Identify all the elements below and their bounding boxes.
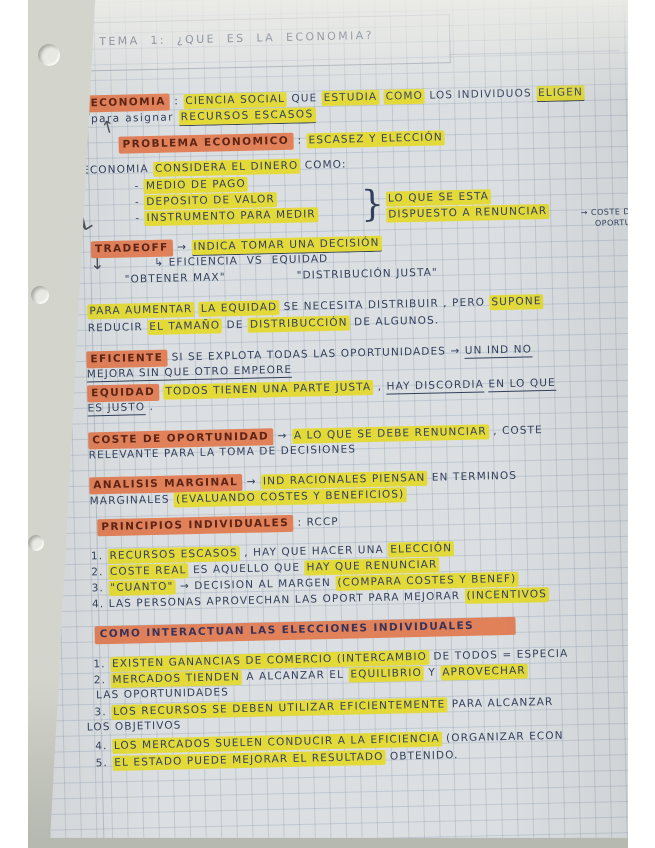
highlighted-text: MERCADOS TIENDEN	[110, 670, 243, 689]
side-note: OPORTUN.	[564, 203, 628, 244]
note-text: 3.	[91, 582, 109, 595]
note-text: LOS INDIVIDUOS	[424, 86, 537, 102]
note-text: :	[169, 94, 184, 108]
note-text: para asignar	[90, 111, 179, 126]
note-text: ES JUSTO	[87, 401, 146, 417]
squared-paper: TEMA 1: ¿QUE ES LA ECONOMIA? ↑ ↓ } → COS…	[50, 0, 628, 838]
note-text: -	[135, 212, 145, 225]
note-line: - MEDIO DE PAGO	[134, 176, 248, 195]
note-text: , HAY QUE HACER UNA	[239, 543, 389, 560]
highlighted-text: A LO QUE SE DEBE RENUNCIAR	[291, 423, 489, 444]
highlighted-text: TODOS TIENEN UNA PARTE JUSTA	[163, 379, 374, 400]
highlighted-text: EQUILIBRIO	[348, 665, 425, 683]
highlighted-text: RECURSOS ESCASOS	[107, 546, 240, 565]
note-text: 4.	[95, 739, 113, 753]
highlighted-text: ECONOMIA	[86, 93, 171, 113]
highlighted-text: PARA AUMENTAR	[87, 302, 195, 320]
highlighted-text: HAY QUE RENUNCIAR	[304, 557, 440, 576]
highlighted-text: SUPONE	[489, 294, 544, 311]
highlighted-text: DISTRIBUCCIÓN	[247, 315, 350, 333]
highlighted-text: TRADEOFF	[90, 239, 173, 259]
note-text: 1.	[93, 658, 111, 671]
note-text: ,	[373, 380, 387, 393]
note-text: DE ALGUNOS.	[349, 314, 440, 329]
highlighted-text: ESCASEZ Y ELECCIÓN	[306, 129, 445, 148]
note-text: 5.	[95, 756, 113, 770]
note-text: -	[134, 180, 145, 193]
note-text: : RCCP	[292, 515, 339, 529]
highlighted-text: (INCENTIVOS	[464, 587, 550, 604]
note-text: :	[292, 133, 307, 147]
note-text: HAY DISCORDIA	[386, 377, 485, 395]
highlighted-text: LO QUE SE ESTA	[385, 189, 492, 207]
note-line: LO QUE SE ESTA	[385, 189, 492, 207]
note-text: .	[144, 400, 155, 414]
note-text: LOS OBJETIVOS	[86, 719, 182, 734]
hole-punch	[31, 286, 49, 304]
note-text: OPORTUN.	[594, 217, 628, 228]
highlighted-text: DEPOSITO DE VALOR	[144, 192, 277, 211]
note-text: ECONOMIA	[82, 162, 154, 177]
highlighted-text: COSTE REAL	[107, 563, 189, 581]
highlighted-text: EL TAMAÑO	[147, 318, 223, 336]
highlighted-text: CIENCIA SOCIAL	[183, 91, 288, 109]
note-text: COMO:	[300, 158, 347, 172]
note-text: →	[242, 475, 262, 488]
note-text: "OBTENER MAX"	[124, 271, 226, 286]
note-text: -	[134, 196, 145, 209]
note-text: →	[272, 429, 293, 442]
highlighted-text: EQUIDAD	[87, 383, 160, 403]
note-text: 1.	[90, 550, 108, 563]
note-text: 3.	[94, 705, 112, 719]
note-line: LOS OBJETIVOS	[87, 719, 182, 734]
highlighted-text: ELECCIÓN	[388, 541, 455, 558]
note-text: OBTENIDO.	[385, 749, 459, 763]
page-content: TEMA 1: ¿QUE ES LA ECONOMIA? ↑ ↓ } → COS…	[50, 0, 628, 838]
photo-of-notes: TEMA 1: ¿QUE ES LA ECONOMIA? ↑ ↓ } → COS…	[28, 0, 628, 848]
note-text: A ALCANZAR EL	[241, 668, 349, 684]
note-text: 2.	[91, 566, 109, 579]
highlighted-text: APROVECHAR	[440, 663, 528, 681]
highlighted-text: MEDIO DE PAGO	[143, 176, 248, 195]
highlighted-text: RECURSOS ESCASOS	[178, 107, 316, 127]
note-text: (ORGANIZAR ECON	[441, 729, 564, 745]
note-text: ↳	[154, 256, 169, 269]
note-text: DE TODOS = ESPECIA	[428, 647, 569, 663]
note-text: , COSTE	[488, 423, 543, 437]
highlighted-text: LA EQUIDAD	[198, 300, 280, 317]
note-text: →	[172, 240, 192, 253]
highlighted-text: EFICIENTE	[86, 349, 168, 369]
hole-punch	[28, 535, 44, 551]
note-text: → DECISION AL MARGEN	[175, 576, 336, 593]
highlighted-text: COMO	[383, 88, 426, 105]
note-line: "OBTENER MAX"	[125, 271, 226, 286]
highlighted-text: ELIGEN	[535, 84, 586, 102]
note-text: PARA ALCANZAR	[447, 695, 554, 711]
note-text: UN IND NO	[464, 342, 533, 359]
hole-punch	[38, 44, 60, 66]
highlighted-text: ESTUDIA	[321, 89, 380, 106]
note-text: 2.	[93, 674, 111, 687]
note-text: DE	[222, 318, 249, 332]
note-text: EN TERMINOS	[427, 469, 518, 484]
note-text: QUE	[286, 91, 322, 105]
highlighted-text: IND RACIONALES PIENSAN	[260, 470, 428, 490]
highlighted-text: "CUANTO"	[108, 579, 176, 597]
curly-brace: }	[360, 183, 385, 226]
note-text: EN LO QUE	[488, 376, 556, 392]
note-line: ES JUSTO .	[87, 401, 154, 417]
note-text: Y	[423, 666, 441, 679]
note-text: MARGINALES	[89, 493, 175, 508]
note-text: ES AQUELLO QUE	[188, 561, 305, 577]
note-text: REDUCIR	[87, 321, 148, 335]
